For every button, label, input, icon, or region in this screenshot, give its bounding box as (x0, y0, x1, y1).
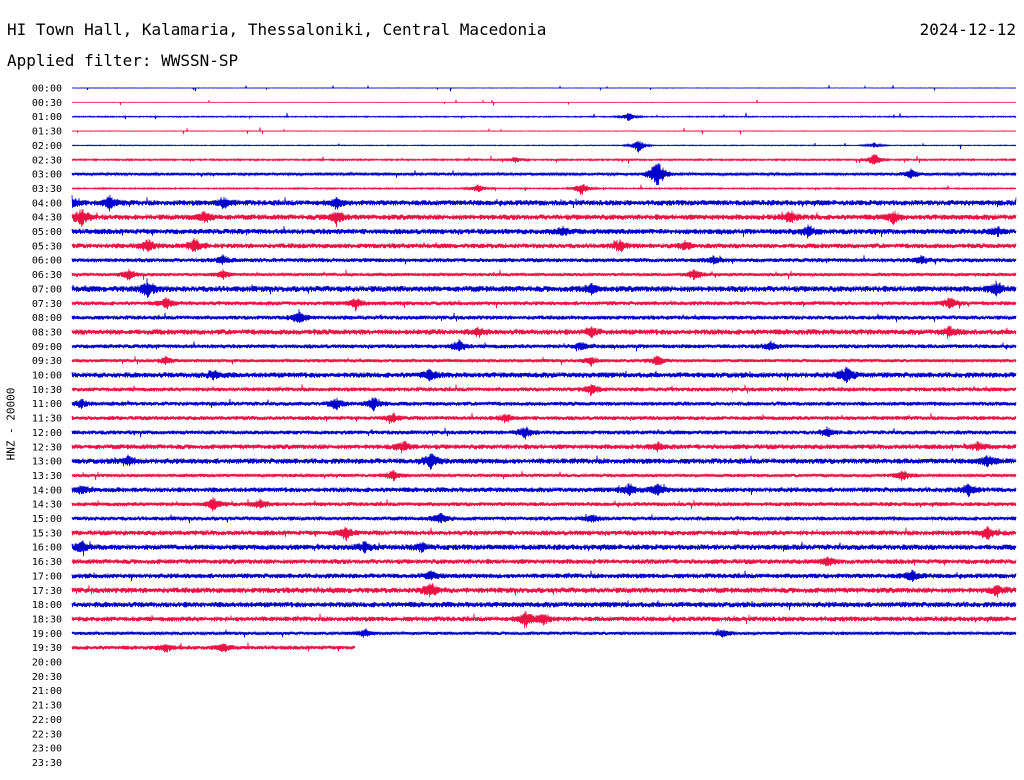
time-tick-label: 04:30 (32, 213, 62, 224)
time-tick-label: 14:00 (32, 485, 62, 496)
trace-row-1930 (71, 642, 356, 653)
time-tick-label: 02:00 (32, 141, 62, 152)
trace-row-0900 (71, 339, 1017, 352)
trace-row-1330 (71, 470, 1017, 482)
trace-row-0600 (71, 254, 1017, 265)
time-tick-label: 04:00 (32, 198, 62, 209)
time-tick-label: 23:30 (32, 758, 62, 769)
trace-row-0700 (71, 278, 1017, 298)
time-tick-label: 18:30 (32, 614, 62, 625)
time-tick-label: 02:30 (32, 155, 62, 166)
trace-row-1800 (71, 600, 1017, 611)
time-tick-label: 15:00 (32, 514, 62, 525)
trace-row-1300 (71, 453, 1017, 470)
time-tick-label: 20:30 (32, 672, 62, 683)
trace-row-1600 (71, 540, 1017, 557)
time-tick-label: 11:00 (32, 399, 62, 410)
trace-row-1730 (71, 583, 1017, 598)
time-tick-label: 08:30 (32, 327, 62, 338)
time-tick-label: 22:30 (32, 729, 62, 740)
trace-row-0800 (71, 309, 1017, 324)
time-tick-label: 12:30 (32, 442, 62, 453)
trace-row-1530 (71, 526, 1017, 542)
trace-row-1000 (71, 366, 1017, 384)
time-tick-label: 10:30 (32, 385, 62, 396)
time-tick-label: 19:00 (32, 629, 62, 640)
trace-row-1100 (71, 397, 1017, 412)
time-tick-label: 00:00 (32, 84, 62, 95)
time-tick-label: 23:00 (32, 744, 62, 755)
time-tick-label: 16:30 (32, 557, 62, 568)
time-tick-label: 10:00 (32, 371, 62, 382)
trace-row-1400 (71, 483, 1017, 498)
trace-row-0530 (71, 238, 1017, 253)
time-tick-label: 19:30 (32, 643, 62, 654)
trace-row-0000 (71, 84, 1017, 92)
trace-row-0930 (71, 355, 1017, 367)
trace-row-0200 (71, 140, 1017, 153)
time-tick-label: 00:30 (32, 98, 62, 109)
time-tick-label: 08:00 (32, 313, 62, 324)
trace-row-0500 (71, 224, 1017, 239)
trace-row-0130 (71, 127, 1017, 135)
trace-row-1200 (71, 426, 1017, 440)
time-tick-label: 12:00 (32, 428, 62, 439)
trace-row-1630 (71, 556, 1017, 567)
time-tick-label: 03:00 (32, 170, 62, 181)
station-title: HI Town Hall, Kalamaria, Thessaloniki, C… (7, 20, 547, 39)
time-tick-label: 03:30 (32, 184, 62, 195)
time-tick-label: 06:00 (32, 256, 62, 267)
trace-row-0400 (71, 194, 1017, 212)
seismic-traces (71, 84, 1017, 653)
trace-row-0730 (71, 296, 1017, 312)
time-tick-label: 17:30 (32, 586, 62, 597)
time-tick-label: 01:00 (32, 112, 62, 123)
time-tick-label: 13:00 (32, 457, 62, 468)
trace-row-0030 (71, 99, 1017, 106)
time-tick-label: 15:30 (32, 528, 62, 539)
trace-row-0330 (71, 183, 1017, 195)
time-tick-label: 09:00 (32, 342, 62, 353)
time-tick-label: 18:00 (32, 600, 62, 611)
trace-row-0230 (71, 153, 1017, 165)
trace-row-1500 (71, 512, 1017, 524)
time-tick-labels: 00:00 00:30 01:00 01:30 02:00 02:30 03:00 03:30… (32, 84, 62, 769)
time-tick-label: 16:00 (32, 543, 62, 554)
time-tick-label: 13:30 (32, 471, 62, 482)
time-tick-label: 01:30 (32, 127, 62, 138)
plot-date: 2024-12-12 (919, 20, 1016, 39)
time-tick-label: 09:30 (32, 356, 62, 367)
time-tick-label: 22:00 (32, 715, 62, 726)
filter-label: Applied filter: WWSSN-SP (7, 51, 239, 70)
time-tick-label: 14:30 (32, 500, 62, 511)
time-tick-label: 05:30 (32, 241, 62, 252)
time-tick-label: 07:00 (32, 284, 62, 295)
time-tick-label: 21:30 (32, 701, 62, 712)
trace-row-1830 (71, 611, 1017, 629)
time-tick-label: 05:00 (32, 227, 62, 238)
trace-row-1430 (71, 496, 1017, 512)
trace-row-1230 (71, 440, 1017, 454)
trace-row-1900 (71, 628, 1017, 638)
trace-row-0430 (71, 209, 1017, 228)
trace-row-0630 (71, 268, 1017, 281)
trace-row-0300 (71, 163, 1017, 186)
time-tick-label: 07:30 (32, 299, 62, 310)
time-tick-label: 06:30 (32, 270, 62, 281)
trace-row-1700 (71, 569, 1017, 582)
trace-row-1130 (71, 412, 1017, 425)
trace-row-0830 (71, 325, 1017, 339)
time-tick-label: 11:30 (32, 414, 62, 425)
trace-row-1030 (71, 384, 1017, 397)
trace-row-0100 (71, 112, 1017, 122)
time-tick-label: 17:00 (32, 571, 62, 582)
time-tick-label: 20:00 (32, 658, 62, 669)
time-tick-label: 21:00 (32, 686, 62, 697)
